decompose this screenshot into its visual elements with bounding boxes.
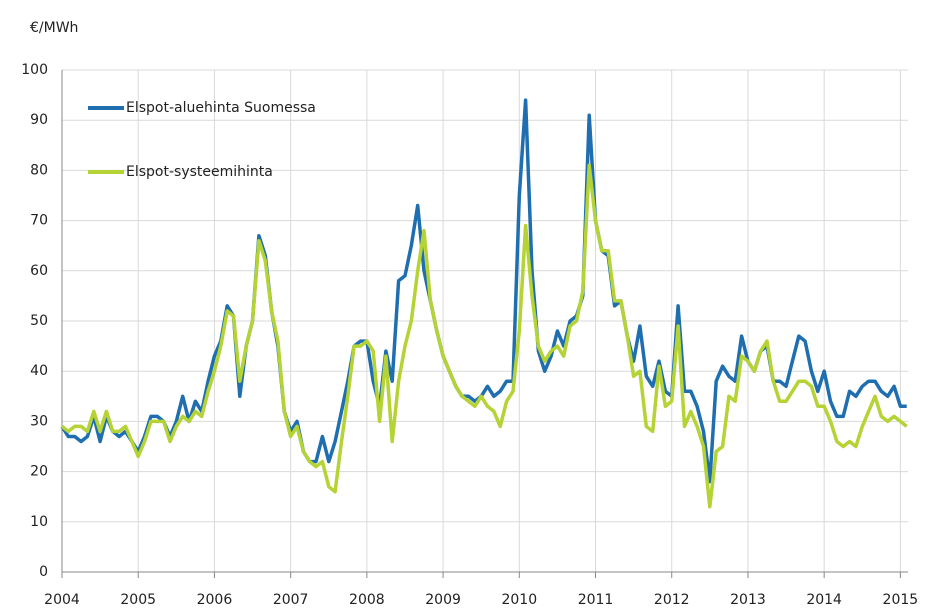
series-line <box>60 163 908 509</box>
y-tick-label: 50 <box>30 313 48 329</box>
x-tick-label: 2006 <box>197 592 233 608</box>
x-tick-label: 2008 <box>349 592 385 608</box>
series-line <box>60 98 907 484</box>
legend-label: Elspot-aluehinta Suomessa <box>126 100 316 116</box>
x-tick-label: 2004 <box>44 592 80 608</box>
y-tick-label: 90 <box>30 112 48 128</box>
y-tick-label: 30 <box>30 413 48 429</box>
x-tick-label: 2007 <box>273 592 309 608</box>
x-tick-label: 2011 <box>578 592 614 608</box>
y-tick-label: 80 <box>30 162 48 178</box>
x-tick-label: 2014 <box>806 592 842 608</box>
x-tick-label: 2009 <box>425 592 461 608</box>
x-tick-label: 2015 <box>883 592 919 608</box>
y-tick-label: 0 <box>39 564 48 580</box>
x-tick-label: 2010 <box>501 592 537 608</box>
x-tick-label: 2012 <box>654 592 690 608</box>
y-tick-label: 100 <box>21 62 48 78</box>
y-tick-label: 70 <box>30 213 48 229</box>
y-tick-label: 10 <box>30 514 48 530</box>
y-axis-label: €/MWh <box>30 20 78 36</box>
x-tick-label: 2005 <box>120 592 156 608</box>
y-tick-label: 20 <box>30 464 48 480</box>
x-tick-label: 2013 <box>730 592 766 608</box>
y-tick-label: 60 <box>30 263 48 279</box>
y-tick-label: 40 <box>30 363 48 379</box>
legend-label: Elspot-systeemihinta <box>126 164 273 180</box>
